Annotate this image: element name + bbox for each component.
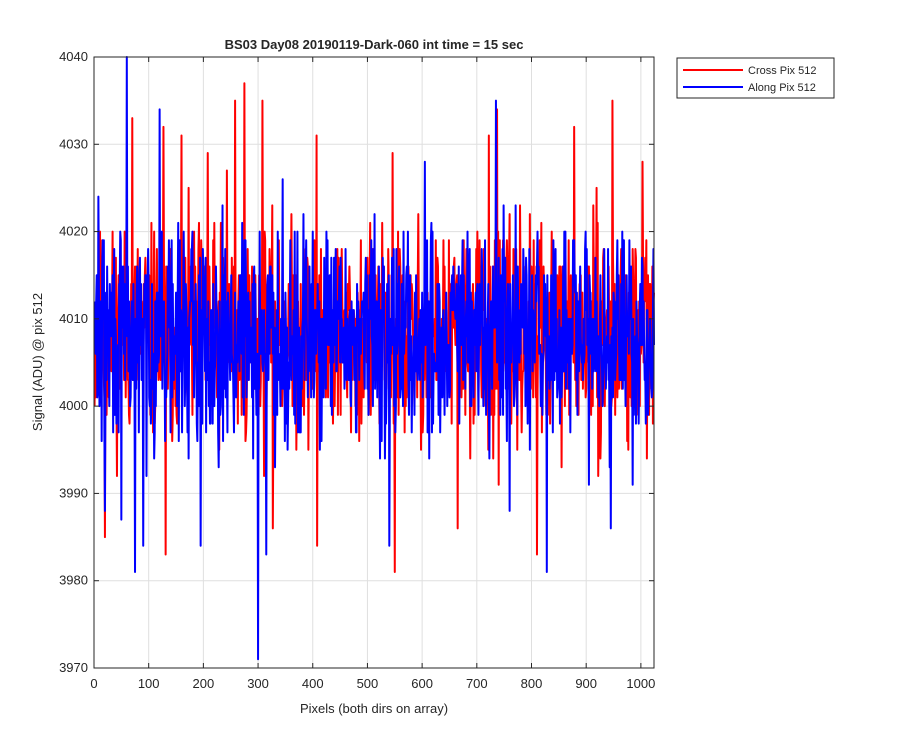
y-tick-label: 3980 (59, 573, 88, 588)
y-tick-label: 4030 (59, 136, 88, 151)
series-line-along-pix (93, 56, 655, 661)
x-tick-label: 600 (411, 676, 433, 691)
y-tick-label: 4010 (59, 311, 88, 326)
legend: Cross Pix 512 Along Pix 512 (676, 57, 835, 99)
series-layer (93, 56, 655, 661)
x-tick-label: 1000 (626, 676, 655, 691)
chart-title: BS03 Day08 20190119-Dark-060 int time = … (225, 37, 524, 52)
x-tick-label: 700 (466, 676, 488, 691)
x-tick-label: 200 (193, 676, 215, 691)
axis-ticks: 0 100 200 300 400 500 600 700 800 900 1000 3970 3980… (59, 49, 655, 691)
legend-box (676, 57, 835, 99)
x-tick-label: 500 (357, 676, 379, 691)
y-tick-label: 4020 (59, 224, 88, 239)
x-tick-label: 800 (521, 676, 543, 691)
x-tick-label: 300 (247, 676, 269, 691)
x-tick-label: 400 (302, 676, 324, 691)
y-tick-label: 4040 (59, 49, 88, 64)
y-axis-label: Signal (ADU) @ pix 512 (30, 293, 45, 431)
x-tick-label: 100 (138, 676, 160, 691)
x-tick-label: 0 (90, 676, 97, 691)
y-tick-label: 4000 (59, 398, 88, 413)
y-tick-label: 3990 (59, 485, 88, 500)
plot-frame (93, 56, 655, 669)
y-tick-label: 3970 (59, 660, 88, 675)
legend-label-cross-pix: Cross Pix 512 (748, 65, 816, 77)
legend-label-along-pix: Along Pix 512 (748, 82, 816, 94)
x-tick-label: 900 (575, 676, 597, 691)
x-axis-label: Pixels (both dirs on array) (300, 701, 448, 716)
